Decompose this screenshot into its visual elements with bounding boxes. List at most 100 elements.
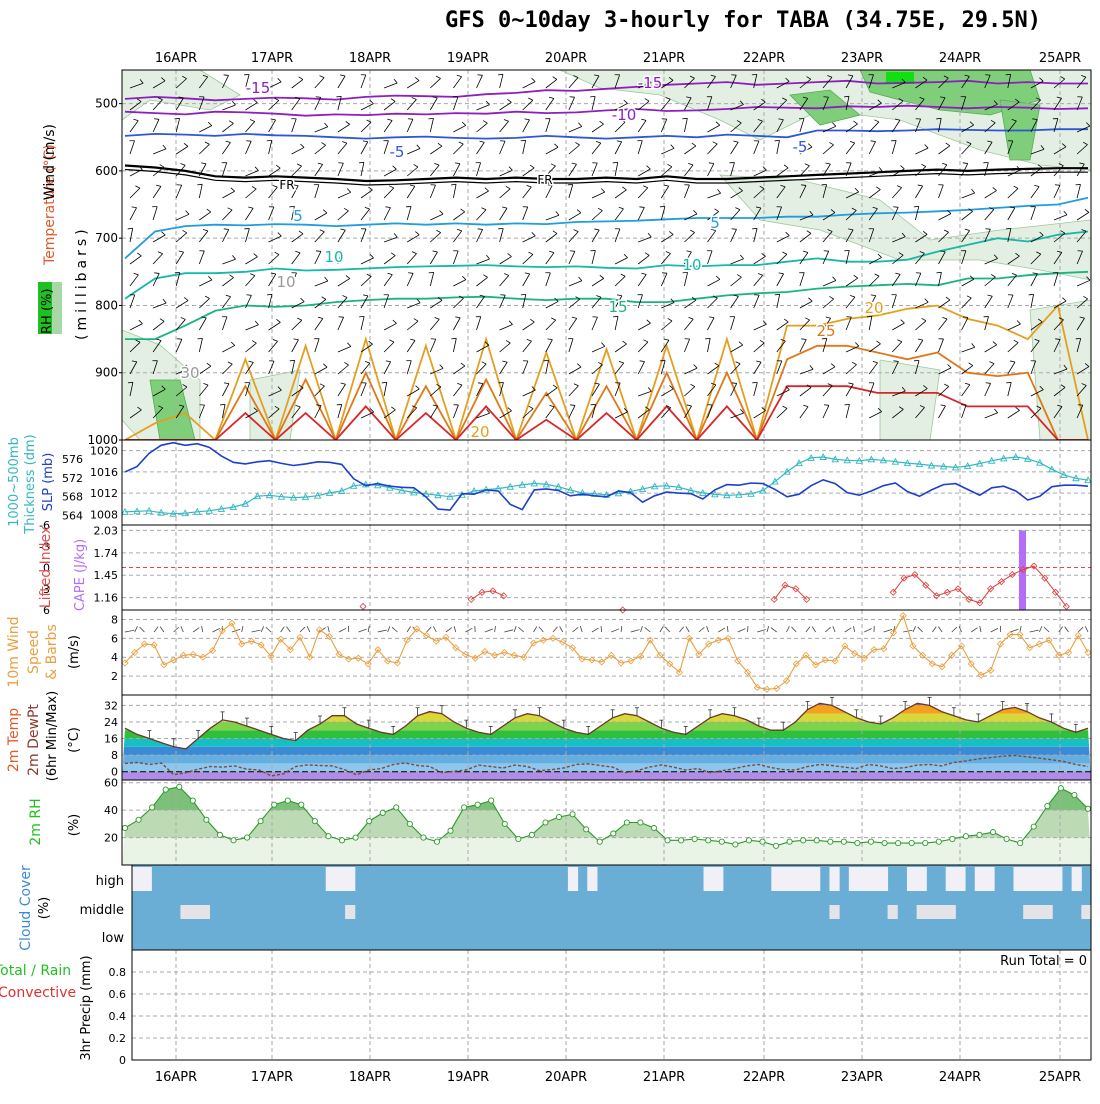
wind10m-barb: [358, 629, 366, 632]
wind10m-barb: [154, 627, 158, 632]
rh-point: [516, 836, 521, 841]
wind10m-barb: [328, 626, 329, 632]
wind10m-barb: [660, 626, 663, 632]
y-tick-label: 700: [95, 231, 118, 245]
rh-point: [204, 817, 209, 822]
rh-tick-label: 60: [104, 777, 118, 790]
cloud-high-clear: [849, 867, 859, 891]
rh-point: [963, 834, 968, 839]
rh-band: [122, 810, 1091, 837]
wind10m-barb: [1030, 630, 1039, 632]
rh-band: [122, 838, 1091, 865]
cloud-mid-clear: [926, 905, 936, 919]
rh-point: [1072, 792, 1077, 797]
wind10m-barb: [368, 626, 369, 632]
wind10m-barb: [539, 627, 543, 632]
wind10m-barb: [446, 628, 452, 632]
cloud-high-clear: [713, 867, 723, 891]
cloud-high-clear: [587, 867, 597, 891]
date-label-bottom: 21APR: [643, 1070, 685, 1085]
wind10m-barb: [884, 629, 892, 632]
precip-convective-label: Convective: [0, 985, 76, 1001]
temp-band: [122, 739, 1091, 747]
rh-point: [990, 829, 995, 834]
contour-label: 20: [470, 423, 489, 441]
rh-point: [597, 839, 602, 844]
thickness-axis-label: Thickness (dm): [23, 434, 38, 534]
cloud-level-label: low: [102, 931, 125, 946]
wind10m-barb: [580, 626, 582, 632]
rh-point: [407, 821, 412, 826]
rh-point: [556, 814, 561, 819]
date-label-top: 17APR: [251, 51, 293, 66]
thickness-tick-label: 568: [62, 491, 83, 504]
rh-shading: [880, 360, 940, 440]
dewpt-axis-label: 2m DewPt: [26, 704, 42, 776]
rh-point: [529, 832, 534, 837]
rh-point: [1058, 786, 1063, 791]
rh-point: [475, 802, 480, 807]
temp-band: [122, 722, 1091, 730]
cloud-high-clear: [984, 867, 994, 891]
thickness-tick-label: 572: [62, 472, 83, 485]
contour-label: 20: [864, 299, 883, 317]
wind10m-barb: [1078, 627, 1083, 632]
precip-tick-label: 0.2: [109, 1032, 127, 1045]
lifted-index-point: [360, 603, 366, 609]
thickness-axis-label: 1000~500mb: [7, 437, 22, 527]
rh-point: [502, 821, 507, 826]
rh-point: [936, 839, 941, 844]
date-label-bottom: 18APR: [349, 1070, 391, 1085]
cloud-high-clear: [878, 867, 888, 891]
rh-point: [136, 817, 141, 822]
cloud-high-clear: [859, 867, 869, 891]
wind10m-barb: [378, 630, 387, 632]
wind10m-barb: [1085, 626, 1088, 632]
wind10m-barb: [1044, 627, 1049, 632]
rh-fill: [122, 780, 1091, 865]
contour-label: 10: [276, 273, 295, 291]
rh-point: [163, 787, 168, 792]
date-label-top: 21APR: [643, 51, 685, 66]
cape-tick-label: 1.45: [94, 569, 119, 582]
wind10m-barb: [1065, 627, 1069, 632]
wind10m-axis-label: Speed: [26, 630, 42, 674]
cloud-mid-clear: [200, 905, 210, 919]
rh-point: [1085, 806, 1090, 811]
cloud-level-label: high: [96, 874, 124, 889]
wind10m-barb: [601, 626, 602, 632]
wind10m-barb: [938, 627, 942, 632]
wind10m-barb: [665, 627, 669, 632]
cloud-axis-label: Cloud Cover: [18, 865, 34, 951]
upper-air-ylabel: RH (%)Temperature (°C)Wind (m/s)(milliba…: [38, 124, 90, 340]
wind10m-barb: [242, 626, 243, 632]
wind10m-barb: [160, 627, 164, 632]
rh-point: [638, 820, 643, 825]
lifted-index-axis-label: Lifted Index: [38, 526, 54, 608]
slp-tick-label: 1016: [90, 466, 118, 479]
wind10m-barb: [991, 628, 998, 632]
y-tick-label: 500: [95, 97, 118, 111]
rh-point: [787, 839, 792, 844]
slp-tick-label: 1008: [90, 508, 118, 521]
rh-point: [217, 832, 222, 837]
cloud-high-clear: [829, 867, 839, 891]
cloud-mid-clear: [917, 905, 927, 919]
rh-point: [977, 832, 982, 837]
contour-label: 25: [816, 322, 835, 340]
rh-point: [814, 838, 819, 843]
temp-band: [122, 730, 1091, 738]
rh-point: [421, 835, 426, 840]
wind10m-barb: [504, 630, 513, 632]
date-label-bottom: 17APR: [251, 1070, 293, 1085]
cloud-mid-clear: [936, 905, 946, 919]
wind10m-barb: [845, 628, 851, 632]
run-total-label: Run Total = 0: [1000, 954, 1087, 969]
contour-label: 10: [682, 256, 701, 274]
panel-frame: [132, 950, 1091, 1060]
cloud-high-clear: [975, 867, 985, 891]
contour-label: -5: [793, 138, 808, 156]
temp-tick-label: 16: [104, 733, 118, 746]
